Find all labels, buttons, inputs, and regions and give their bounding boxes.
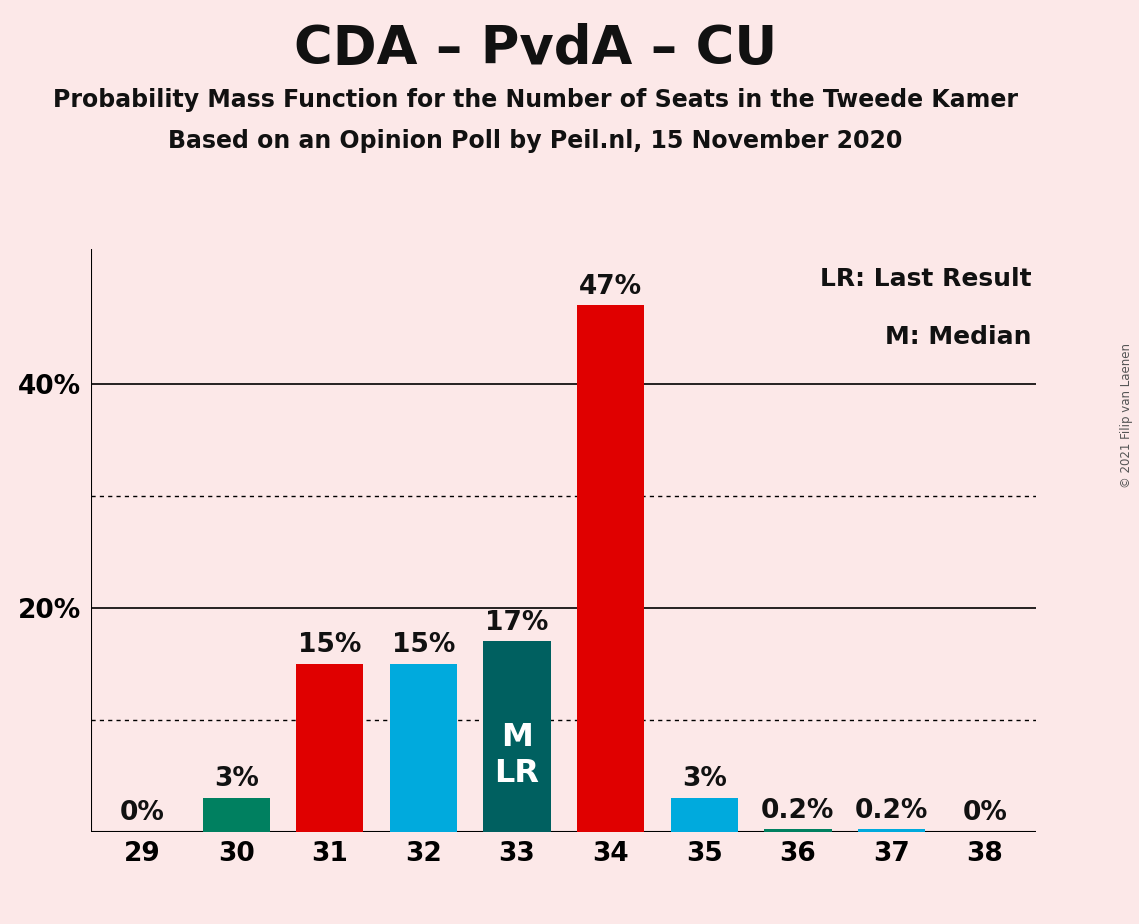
Text: 0.2%: 0.2% xyxy=(854,797,928,824)
Text: 3%: 3% xyxy=(214,766,259,793)
Text: CDA – PvdA – CU: CDA – PvdA – CU xyxy=(294,23,777,75)
Bar xyxy=(764,830,831,832)
Text: © 2021 Filip van Laenen: © 2021 Filip van Laenen xyxy=(1121,344,1133,488)
Bar xyxy=(483,641,550,832)
Text: 17%: 17% xyxy=(485,610,549,636)
Text: Probability Mass Function for the Number of Seats in the Tweede Kamer: Probability Mass Function for the Number… xyxy=(52,88,1018,112)
Bar xyxy=(577,306,645,832)
Text: 0.2%: 0.2% xyxy=(761,797,835,824)
Text: 0%: 0% xyxy=(962,800,1008,826)
Text: Based on an Opinion Poll by Peil.nl, 15 November 2020: Based on an Opinion Poll by Peil.nl, 15 … xyxy=(169,129,902,153)
Text: 15%: 15% xyxy=(298,632,361,658)
Bar xyxy=(203,798,270,832)
Text: 15%: 15% xyxy=(392,632,456,658)
Text: 47%: 47% xyxy=(579,274,642,300)
Bar xyxy=(858,830,925,832)
Bar xyxy=(390,663,457,832)
Bar xyxy=(296,663,363,832)
Text: 3%: 3% xyxy=(682,766,727,793)
Text: LR: Last Result: LR: Last Result xyxy=(820,267,1032,291)
Text: M: Median: M: Median xyxy=(885,325,1032,349)
Text: 0%: 0% xyxy=(120,800,165,826)
Text: M
LR: M LR xyxy=(494,722,540,789)
Bar xyxy=(671,798,738,832)
